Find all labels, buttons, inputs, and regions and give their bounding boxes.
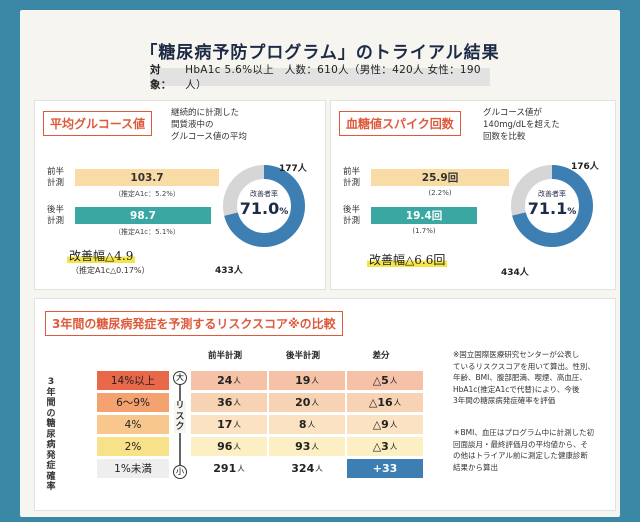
glucose-first-note: （推定A1c：5.2%）: [114, 190, 180, 198]
donut-improved-arc: [511, 165, 593, 247]
subject-bar: 対象： HbA1c 5.6%以上 人数：610人（男性：420人 女性：190人…: [150, 64, 490, 91]
risk-heading: 3年間の糖尿病発症を予測するリスクスコア※の比較: [45, 311, 343, 336]
donut-caption: 改善者率: [250, 190, 278, 198]
glucose-heading: 平均グルコース値: [43, 111, 153, 136]
donut-improved-arc: [223, 165, 305, 247]
risk-scale: 大 リスク 小: [173, 371, 187, 481]
donut-value: 71.1: [527, 199, 568, 218]
footnote-measurement: ＊BMI、血圧はプログラム中に計測した初 回面談月・最終評価月の平均値から、そ の他…: [453, 428, 595, 472]
risk-diff-cell: +33: [347, 459, 423, 478]
glucose-donut-chart: [223, 165, 305, 247]
glucose-first-bar: 103.7: [75, 169, 219, 186]
glucose-improve-label: 改善幅: [69, 249, 106, 263]
glucose-improve-value: △4.9: [105, 249, 134, 263]
glucose-improve: 改善幅△4.9: [67, 247, 136, 264]
risk-value-cell: 324 人: [269, 459, 345, 478]
spike-other-count: 176人: [571, 162, 599, 172]
risk-group-cell: 14%以上: [97, 371, 169, 390]
risk-diff-cell: △5 人: [347, 371, 423, 390]
scale-low-marker: 小: [173, 465, 187, 479]
spike-description: グルコース値が 140mg/dLを超えた 回数を比較: [483, 108, 560, 142]
spike-first-note: (2.2%): [428, 189, 452, 197]
risk-value-cell: 17 人: [191, 415, 267, 434]
glucose-panel: 平均グルコース値 継続的に計測した 間質液中の グルコース値の平均 前半計測 103…: [34, 100, 326, 290]
spike-second-bar: 19.4回: [371, 207, 477, 224]
glucose-other-count: 177人: [279, 164, 307, 174]
spike-improve-label: 改善幅: [369, 253, 406, 267]
risk-value-cell: 24 人: [191, 371, 267, 390]
spike-first-bar: 25.9回: [371, 169, 509, 186]
spike-panel: 血糖値スパイク回数 グルコース値が 140mg/dLを超えた 回数を比較 前半計測 …: [330, 100, 616, 290]
subject-text: HbA1c 5.6%以上 人数：610人（男性：420人 女性：190人）: [185, 64, 481, 91]
donut-caption: 改善者率: [538, 190, 566, 198]
risk-group-cell: 4%: [97, 415, 169, 434]
glucose-description: 継続的に計測した 間質液中の グルコース値の平均: [171, 108, 247, 142]
risk-diff-cell: △3 人: [347, 437, 423, 456]
glucose-second-label: 後半計測: [47, 205, 65, 226]
risk-group-cell: 6〜9%: [97, 393, 169, 412]
risk-value-cell: 19 人: [269, 371, 345, 390]
spike-first-label: 前半計測: [343, 167, 361, 188]
risk-diff-cell: △9 人: [347, 415, 423, 434]
spike-improve-value: △6.6回: [405, 253, 446, 267]
risk-value-cell: 291 人: [191, 459, 267, 478]
risk-value-cell: 93 人: [269, 437, 345, 456]
risk-group-cell: 2%: [97, 437, 169, 456]
donut-unit: %: [279, 207, 289, 217]
scale-high-marker: 大: [173, 371, 187, 385]
glucose-donut-label: 改善者率 71.0%: [221, 189, 307, 218]
risk-diff-cell: △16 人: [347, 393, 423, 412]
glucose-second-note: （推定A1c：5.1%）: [114, 228, 180, 236]
spike-improved-count: 434人: [501, 268, 529, 278]
spike-second-label: 後半計測: [343, 205, 361, 226]
donut-value: 71.0: [239, 199, 280, 218]
page-title: 「糖尿病予防プログラム」のトライアル結果: [140, 43, 500, 63]
spike-donut-label: 改善者率 71.1%: [509, 189, 595, 218]
risk-value-cell: 20 人: [269, 393, 345, 412]
glucose-second-bar: 98.7: [75, 207, 211, 224]
spike-donut-chart: [511, 165, 593, 247]
risk-value-cell: 96 人: [191, 437, 267, 456]
footnote-risk-score: ※国立国際医療研究センターが公表し ているリスクスコアを用いて算出。性別、 年齢、B…: [453, 350, 596, 405]
risk-value-cell: 36 人: [191, 393, 267, 412]
glucose-improve-sub: （推定A1c△0.17%）: [71, 266, 150, 275]
column-header-first: 前半計測: [207, 351, 242, 361]
column-header-second: 後半計測: [285, 351, 320, 361]
donut-unit: %: [567, 207, 577, 217]
subject-label: 対象：: [150, 64, 172, 91]
scale-label: リスク: [174, 401, 186, 433]
glucose-first-label: 前半計測: [47, 167, 65, 188]
spike-heading: 血糖値スパイク回数: [339, 111, 461, 136]
risk-group-cell: 1%未満: [97, 459, 169, 478]
column-header-diff: 差分: [372, 351, 390, 361]
page-sheet: 「糖尿病予防プログラム」のトライアル結果 対象： HbA1c 5.6%以上 人数…: [20, 10, 620, 517]
glucose-improved-count: 433人: [215, 266, 243, 276]
spike-improve: 改善幅△6.6回: [367, 251, 448, 268]
spike-second-note: (1.7%): [412, 227, 436, 235]
